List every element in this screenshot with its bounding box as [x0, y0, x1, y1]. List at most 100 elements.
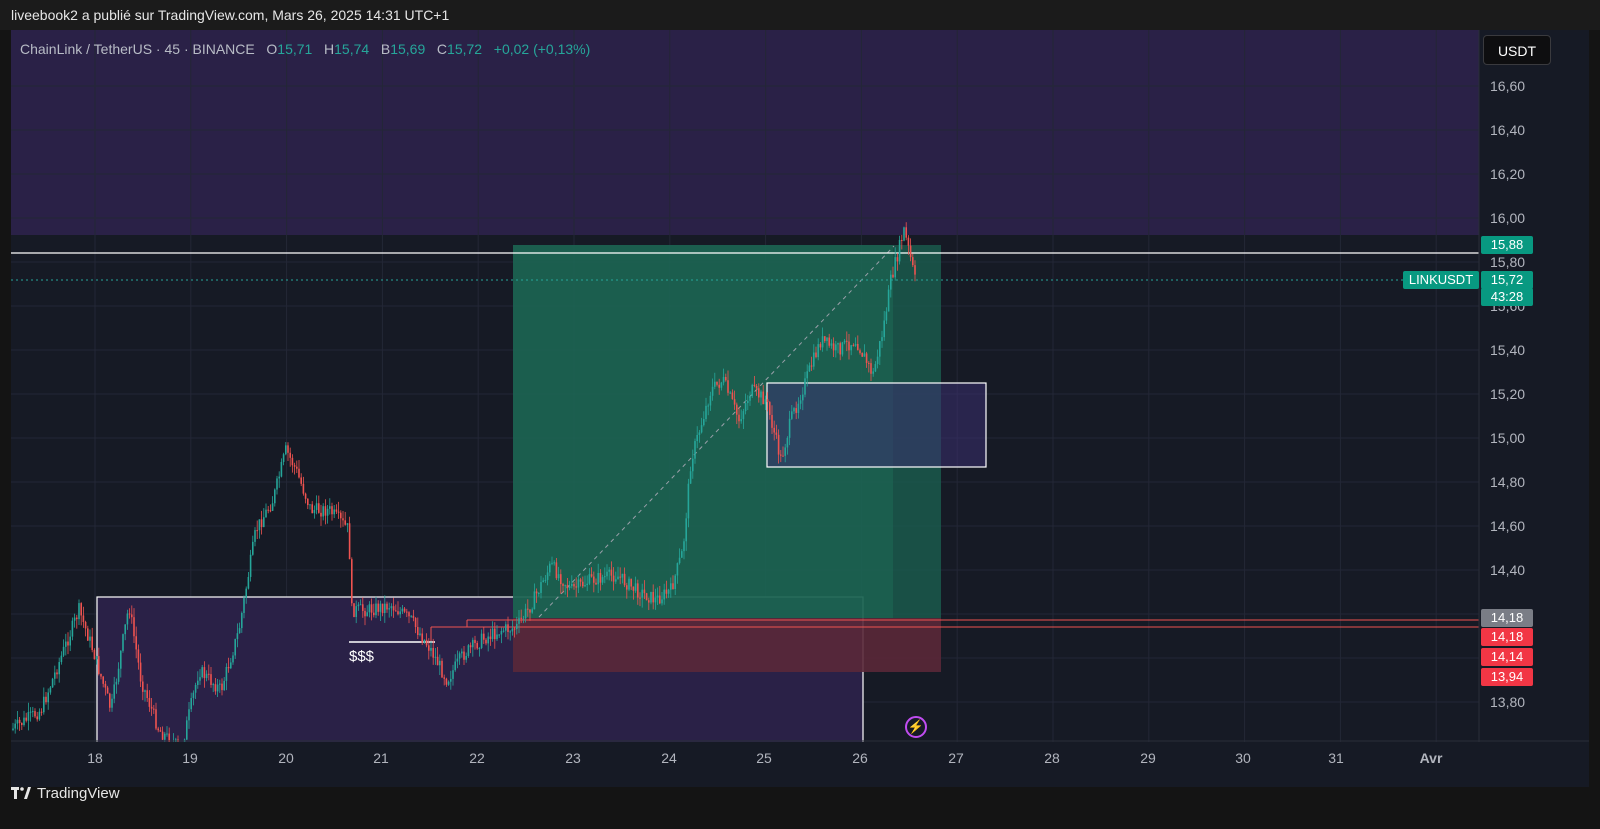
level-price-tag-red-3[interactable]: 13,94: [1481, 668, 1533, 686]
candle-body: [476, 642, 478, 649]
candle-body: [689, 471, 692, 484]
footer-bar: [0, 787, 1600, 829]
candle-body: [47, 692, 49, 703]
last-price-tag[interactable]: 15,72: [1481, 271, 1533, 289]
x-tick-label: 20: [278, 750, 294, 766]
candle-body: [670, 583, 672, 590]
candle-body: [564, 585, 566, 587]
candle-body: [260, 519, 263, 528]
candle-body: [27, 712, 30, 721]
candle-body: [192, 692, 195, 699]
candle-body: [551, 562, 553, 564]
candle-body: [522, 618, 525, 620]
candle-body: [454, 661, 456, 671]
x-tick-label: 30: [1235, 750, 1251, 766]
y-tick-label: 16,60: [1490, 78, 1526, 94]
candle-body: [914, 265, 916, 275]
price-chart[interactable]: [11, 30, 1589, 787]
candle-body: [278, 476, 280, 479]
tradingview-logo-icon: [11, 787, 31, 799]
candle-body: [747, 400, 749, 404]
candle-body: [485, 639, 487, 644]
candle-body: [791, 411, 793, 419]
candle-body: [491, 628, 494, 639]
candle-body: [883, 320, 885, 338]
candle-body: [604, 576, 606, 578]
candle-body: [821, 336, 824, 348]
resistance-price-tag[interactable]: 15,88: [1481, 236, 1533, 254]
candle-body: [744, 403, 747, 412]
candle-body: [566, 585, 569, 589]
level-price-tag-gray[interactable]: 14,18: [1481, 609, 1533, 627]
candle-body: [238, 628, 241, 634]
candle-body: [694, 441, 696, 459]
candle-body: [324, 506, 327, 516]
symbol-name[interactable]: ChainLink / TetherUS · 45 · BINANCE: [20, 41, 255, 57]
candle-body: [645, 593, 648, 601]
candle-body: [687, 483, 690, 519]
candle-body: [637, 583, 639, 598]
tradingview-logo[interactable]: TradingView: [11, 781, 120, 805]
lightning-icon[interactable]: ⚡: [905, 716, 927, 738]
candle-body: [568, 586, 571, 589]
candle-body: [443, 677, 445, 679]
candle-body: [720, 382, 723, 388]
candle-body: [709, 395, 712, 406]
candle-body: [771, 414, 773, 428]
chart-area[interactable]: [11, 30, 1589, 787]
time-axis[interactable]: [11, 742, 1589, 787]
currency-button[interactable]: USDT: [1483, 35, 1551, 65]
candle-body: [707, 405, 709, 407]
candle-body: [320, 512, 322, 517]
candle-body: [40, 711, 43, 713]
candle-body: [412, 615, 415, 618]
candle-body: [126, 613, 129, 625]
candle-body: [201, 667, 203, 678]
candle-body: [903, 227, 905, 241]
candle-body: [36, 716, 38, 720]
candle-body: [740, 419, 742, 422]
candle-body: [60, 655, 63, 663]
candle-body: [659, 595, 661, 604]
candle-body: [388, 608, 390, 610]
liquidity-annotation[interactable]: $$$: [349, 648, 375, 665]
symbol-price-tag[interactable]: LINKUSDT: [1403, 271, 1479, 289]
candle-body: [896, 257, 899, 262]
level-price-tag-red-1[interactable]: 14,18: [1481, 628, 1533, 646]
candle-body: [498, 634, 500, 636]
x-tick-label: 25: [756, 750, 772, 766]
candle-body: [643, 589, 646, 594]
candle-body: [755, 385, 758, 389]
candle-body: [615, 579, 617, 582]
candle-body: [128, 613, 131, 615]
candle-body: [302, 483, 305, 494]
candle-body: [835, 344, 837, 351]
candle-body: [335, 509, 338, 512]
candle-body: [610, 569, 613, 576]
candle-body: [742, 411, 745, 420]
candle-body: [439, 660, 441, 666]
candle-body: [445, 678, 448, 685]
candle-body: [681, 551, 683, 558]
candle-body: [584, 585, 586, 587]
candle-body: [685, 518, 687, 542]
candle-body: [67, 641, 69, 646]
candle-body: [830, 343, 833, 346]
candle-body: [450, 678, 452, 682]
candle-body: [898, 239, 901, 262]
candle-body: [588, 574, 591, 584]
candle-body: [885, 311, 888, 321]
candle-body: [736, 404, 738, 415]
candle-body: [654, 597, 657, 603]
candle-body: [711, 386, 714, 396]
candle-body: [69, 636, 71, 646]
candle-body: [434, 656, 437, 658]
order-block-box[interactable]: [766, 382, 987, 468]
long-position-loss-zone[interactable]: [513, 618, 941, 672]
candle-body: [777, 434, 780, 455]
candle-body: [194, 685, 197, 693]
level-price-tag-red-2[interactable]: 14,14: [1481, 648, 1533, 666]
candle-body: [857, 343, 859, 351]
candle-body: [159, 730, 162, 732]
candle-body: [606, 571, 608, 577]
